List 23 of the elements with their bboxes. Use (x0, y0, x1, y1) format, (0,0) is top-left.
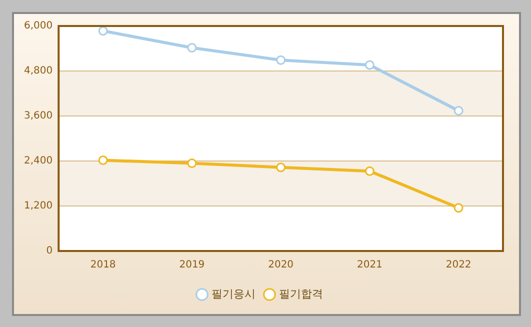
point (98, 26, 108, 36)
y-tick-label: 4,800 (24, 66, 53, 77)
y-tick-label: 6,000 (24, 20, 53, 32)
x-tick-label: 2018 (90, 260, 116, 271)
point (364, 166, 374, 176)
y-tick-label: 1,200 (24, 200, 53, 212)
point (454, 203, 464, 213)
legend-label: 필기합격 (279, 287, 323, 300)
x-tick-label: 2021 (356, 260, 382, 271)
point (187, 43, 197, 52)
x-tick-label: 2019 (179, 260, 205, 271)
y-tick-label: 0 (46, 246, 53, 257)
legend-label: 필기응시 (212, 287, 256, 300)
point (276, 55, 286, 65)
point (98, 156, 108, 165)
x-tick-label: 2022 (446, 260, 472, 271)
point (454, 106, 464, 116)
point (187, 158, 197, 168)
y-tick-label: 3,600 (24, 110, 53, 122)
x-tick-label: 2020 (268, 260, 294, 271)
point (364, 60, 374, 70)
point (276, 162, 286, 172)
y-tick-label: 2,400 (24, 156, 53, 167)
